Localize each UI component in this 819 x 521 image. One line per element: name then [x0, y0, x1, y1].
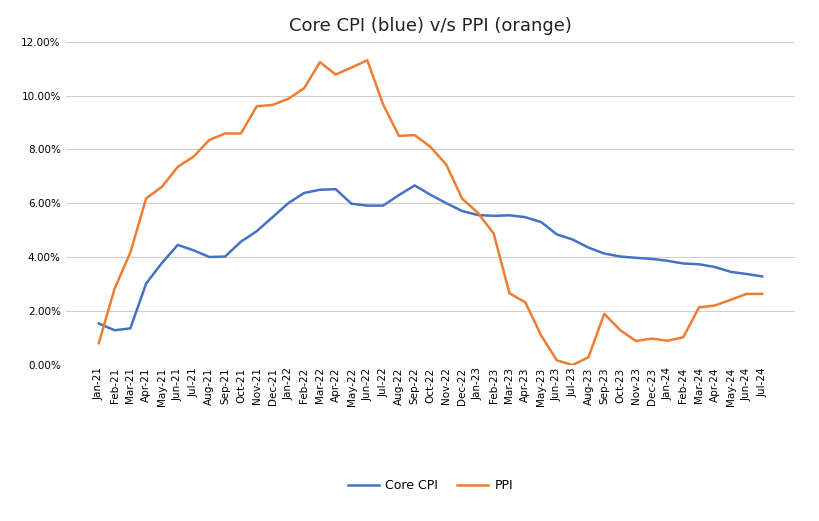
Core CPI — [410, 182, 419, 189]
Core CPI — [173, 242, 183, 248]
Core CPI — [299, 190, 309, 196]
PPI — [157, 183, 167, 190]
PPI — [110, 286, 120, 292]
PPI — [473, 210, 482, 216]
Core CPI — [677, 260, 687, 267]
PPI — [314, 59, 324, 65]
Core CPI — [204, 254, 214, 260]
PPI — [378, 101, 387, 107]
PPI — [220, 130, 230, 137]
PPI — [236, 130, 246, 137]
Core CPI — [536, 219, 545, 225]
PPI — [599, 311, 609, 317]
Core CPI — [504, 212, 514, 218]
PPI — [330, 71, 340, 78]
Core CPI — [757, 274, 767, 280]
Line: Core CPI: Core CPI — [98, 185, 762, 330]
Core CPI — [630, 255, 640, 261]
Core CPI — [220, 253, 230, 259]
PPI — [173, 164, 183, 170]
Core CPI — [551, 231, 561, 238]
PPI — [267, 102, 277, 108]
PPI — [93, 340, 103, 346]
Core CPI — [567, 237, 577, 243]
PPI — [299, 85, 309, 91]
PPI — [441, 162, 450, 168]
PPI — [520, 299, 530, 305]
Core CPI — [520, 214, 530, 220]
PPI — [425, 144, 435, 150]
Core CPI — [662, 258, 672, 264]
Core CPI — [488, 213, 498, 219]
PPI — [125, 250, 135, 256]
PPI — [551, 357, 561, 364]
Core CPI — [425, 192, 435, 198]
PPI — [410, 132, 419, 138]
PPI — [630, 338, 640, 344]
Core CPI — [740, 271, 750, 277]
Core CPI — [267, 214, 277, 220]
PPI — [362, 57, 372, 64]
PPI — [536, 332, 545, 339]
Core CPI — [188, 247, 198, 253]
Core CPI — [141, 280, 151, 287]
PPI — [740, 291, 750, 297]
PPI — [614, 327, 624, 333]
Core CPI — [157, 260, 167, 266]
PPI — [725, 296, 735, 303]
PPI — [283, 96, 293, 102]
PPI — [646, 336, 656, 342]
Core CPI — [646, 256, 656, 262]
PPI — [662, 338, 672, 344]
Core CPI — [283, 200, 293, 206]
Core CPI — [362, 203, 372, 209]
PPI — [251, 103, 261, 109]
PPI — [567, 362, 577, 368]
PPI — [583, 354, 593, 361]
PPI — [757, 291, 767, 297]
Core CPI — [725, 269, 735, 275]
Core CPI — [393, 192, 403, 199]
Core CPI — [457, 208, 467, 214]
PPI — [457, 195, 467, 202]
PPI — [504, 290, 514, 296]
PPI — [204, 137, 214, 143]
Core CPI — [330, 186, 340, 192]
PPI — [141, 195, 151, 202]
PPI — [677, 334, 687, 340]
Core CPI — [709, 264, 719, 270]
Core CPI — [693, 261, 703, 267]
Core CPI — [614, 253, 624, 259]
Core CPI — [599, 251, 609, 257]
Legend: Core CPI, PPI: Core CPI, PPI — [342, 474, 518, 498]
PPI — [188, 154, 198, 160]
Core CPI — [251, 228, 261, 234]
Core CPI — [583, 244, 593, 251]
Core CPI — [93, 320, 103, 327]
PPI — [488, 230, 498, 237]
Core CPI — [473, 212, 482, 218]
Line: PPI: PPI — [98, 60, 762, 365]
Core CPI — [378, 203, 387, 209]
Core CPI — [441, 200, 450, 206]
PPI — [346, 65, 356, 71]
PPI — [393, 133, 403, 139]
PPI — [693, 304, 703, 311]
Title: Core CPI (blue) v/s PPI (orange): Core CPI (blue) v/s PPI (orange) — [289, 17, 571, 34]
Core CPI — [346, 201, 356, 207]
Core CPI — [236, 239, 246, 245]
Core CPI — [110, 327, 120, 333]
Core CPI — [314, 187, 324, 193]
Core CPI — [125, 325, 135, 331]
PPI — [709, 302, 719, 308]
